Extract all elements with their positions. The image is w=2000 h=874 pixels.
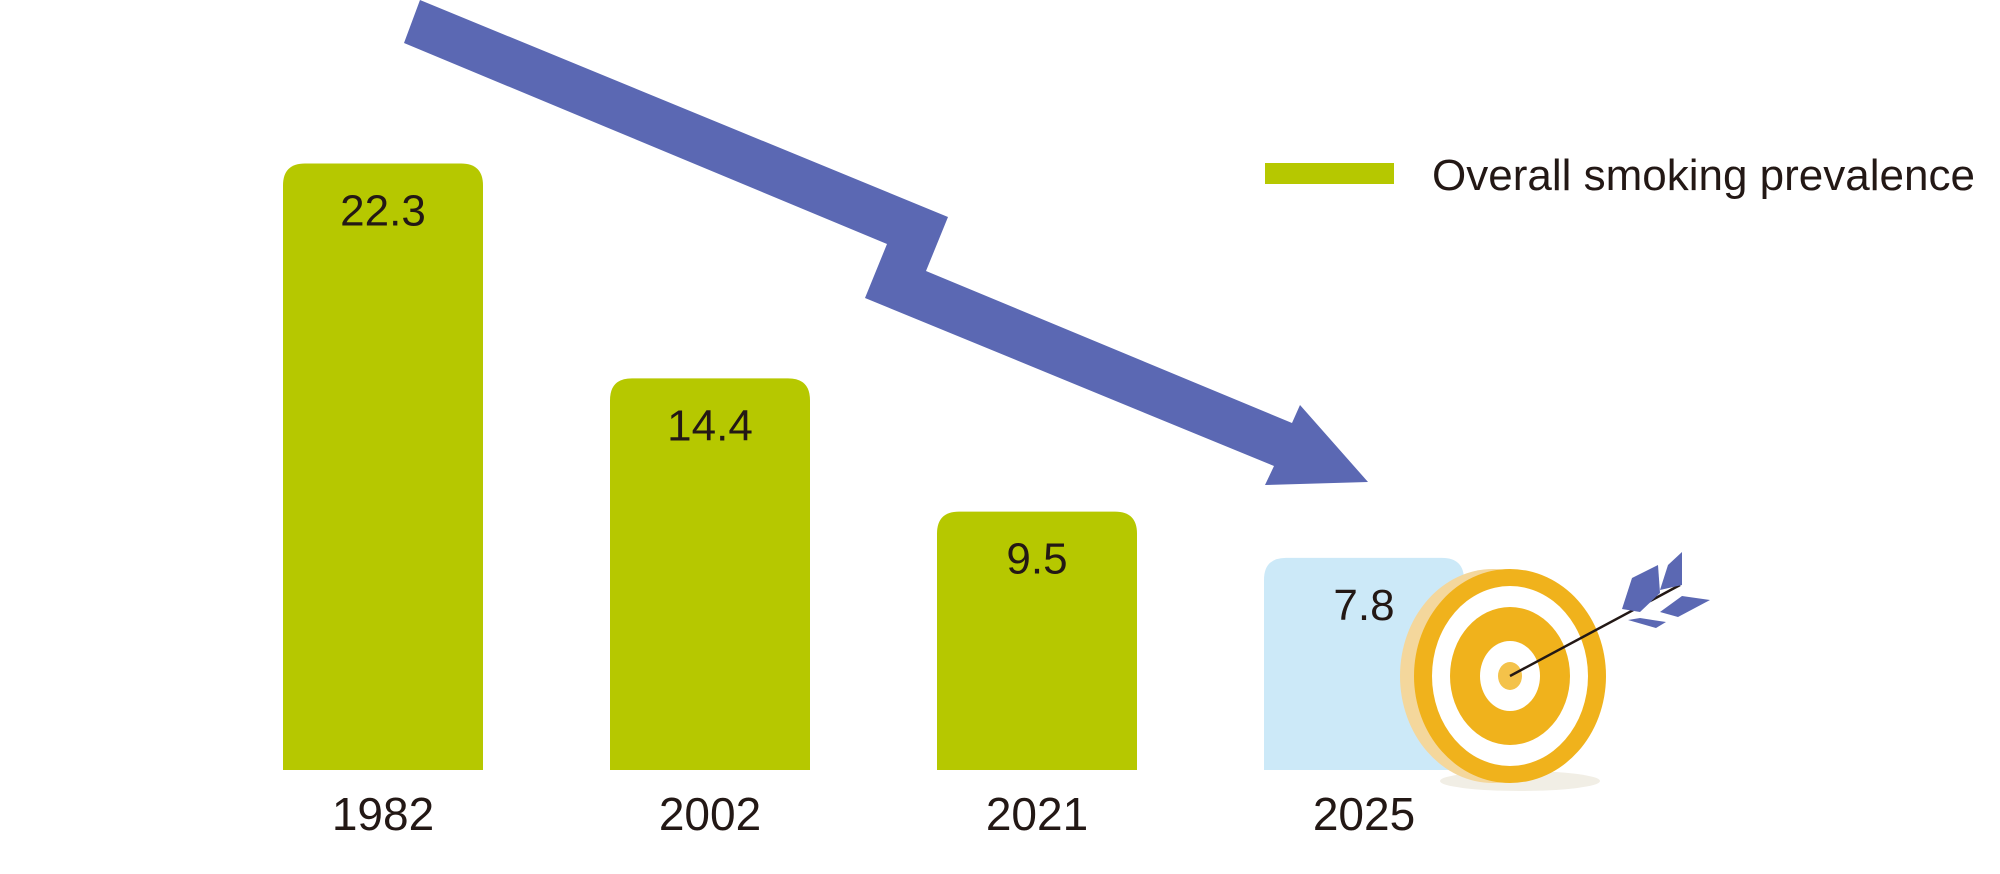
bar-value-label-1982: 22.3: [340, 186, 426, 235]
x-tick-label-2021: 2021: [986, 788, 1088, 840]
legend: Overall smoking prevalence: [1265, 151, 1975, 200]
legend-label: Overall smoking prevalence: [1432, 151, 1975, 200]
bar-value-label-2002: 14.4: [667, 401, 753, 450]
value-labels: 22.3 14.4 9.5 7.8: [340, 186, 1394, 629]
trend-arrow-icon: [404, 0, 1368, 485]
dartboard-target-icon: [1400, 552, 1710, 791]
x-tick-label-1982: 1982: [332, 788, 434, 840]
bar-value-label-2025: 7.8: [1333, 581, 1394, 630]
bar-2002: [610, 378, 810, 770]
bar-1982: [283, 163, 483, 770]
x-tick-label-2002: 2002: [659, 788, 761, 840]
bar-value-label-2021: 9.5: [1006, 535, 1067, 584]
legend-swatch: [1265, 163, 1394, 184]
x-axis-tick-labels: 1982 2002 2021 2025: [332, 788, 1415, 840]
bar-2021: [937, 511, 1137, 770]
x-tick-label-2025: 2025: [1313, 788, 1415, 840]
bars: [283, 163, 1464, 770]
arrow-fletching-icon: [1622, 552, 1710, 628]
